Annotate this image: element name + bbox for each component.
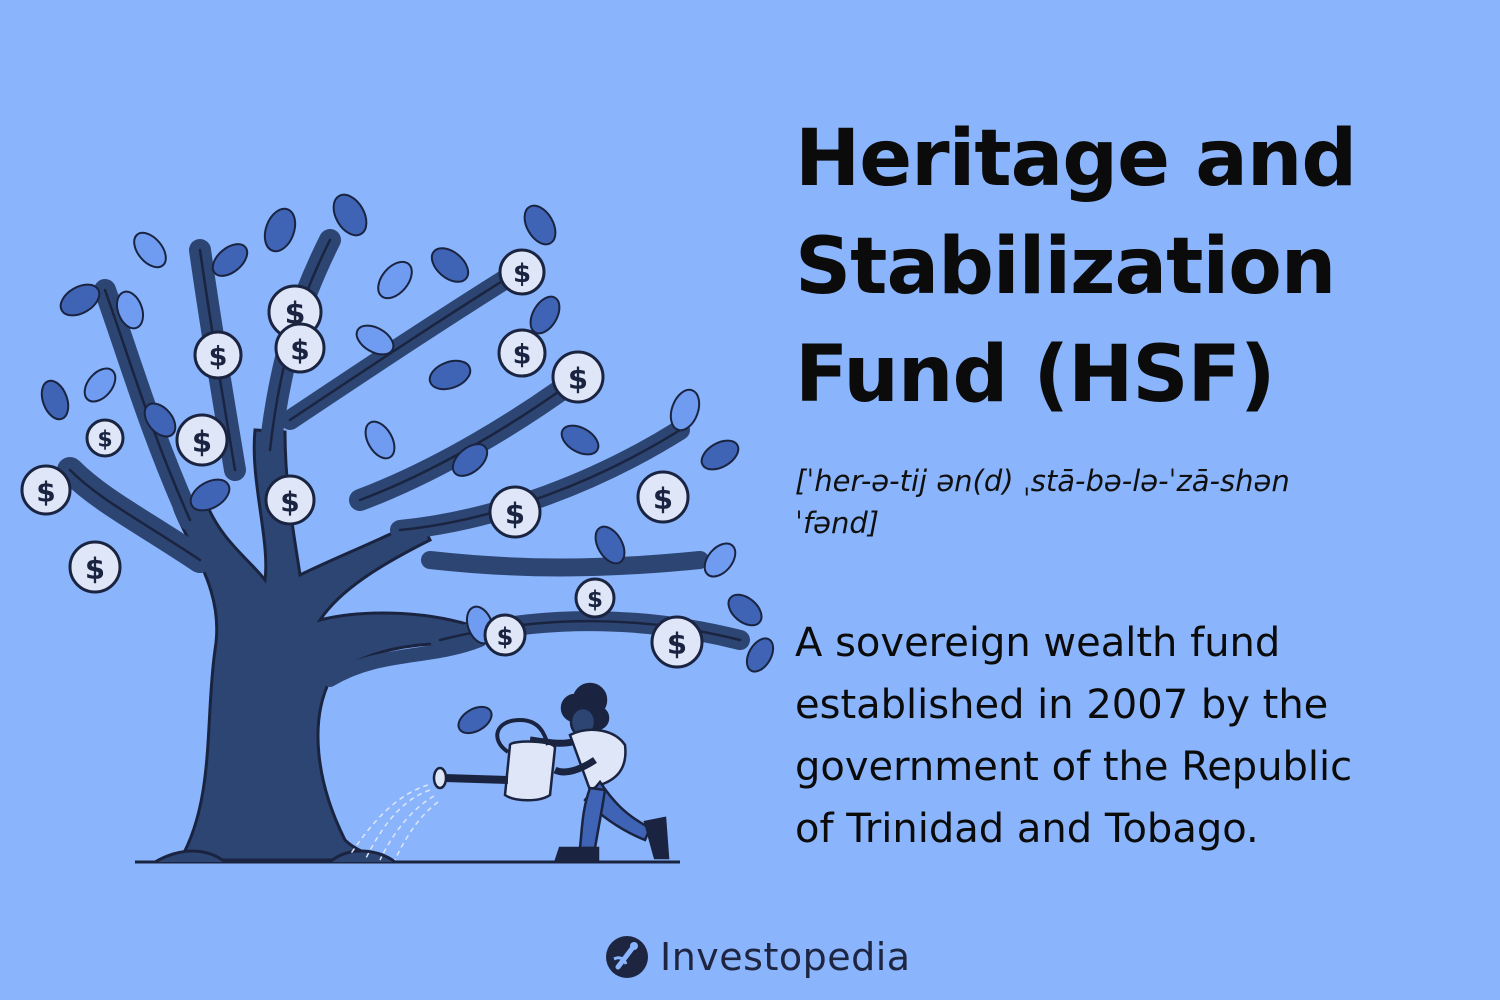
dollar-sign-icon: $ [97,428,112,453]
dollar-sign-icon: $ [513,340,532,371]
coin: $ [650,615,704,669]
definition-text: A sovereign wealth fund established in 2… [795,612,1485,860]
coin: $ [274,322,326,374]
coin: $ [68,540,122,594]
title-line: Fund (HSF) [795,330,1275,420]
coin: $ [551,350,605,404]
dollar-sign-icon: $ [568,362,588,396]
leaves [40,193,775,735]
tree [57,229,750,864]
coin: $ [574,577,616,619]
coin: $ [20,464,72,516]
money-tree-illustration: $ $ $ $ $ $ $ $ $ $ $ $ $ $ $ $ [20,193,775,864]
coin: $ [498,248,546,296]
coin: $ [85,418,125,458]
pronunciation-line: ˈfənd] [795,506,880,540]
investopedia-logo-icon [606,936,648,978]
dollar-sign-icon: $ [209,342,228,373]
title-line: Heritage and [795,114,1357,204]
coin: $ [636,470,690,524]
dollar-sign-icon: $ [505,497,525,531]
definition-line: government of the Republic [795,744,1353,790]
coin: $ [488,485,542,539]
brand-name: Investopedia [660,935,911,979]
coins: $ $ $ $ $ $ $ $ $ $ $ $ $ $ $ $ [20,248,704,669]
dollar-sign-icon: $ [85,552,105,586]
dollar-sign-icon: $ [192,425,212,459]
dollar-sign-icon: $ [667,627,687,661]
water-stream [349,784,439,861]
definition-line: of Trinidad and Tobago. [795,806,1259,852]
dollar-sign-icon: $ [497,623,514,651]
dollar-sign-icon: $ [513,259,531,289]
brand-logo: Investopedia [604,930,911,984]
coin: $ [264,474,316,526]
dollar-sign-icon: $ [587,587,603,613]
coin: $ [193,330,243,380]
tree-roots [154,849,396,864]
title-line: Stabilization [795,222,1336,312]
person-watering [349,682,670,862]
dollar-sign-icon: $ [280,486,299,519]
pronunciation: [ˈher-ə-tij ən(d) ˌstā-bə-lə-ˈzā-shən ˈf… [795,460,1435,544]
definition-line: established in 2007 by the [795,682,1329,728]
pronunciation-line: [ˈher-ə-tij ən(d) ˌstā-bə-lə-ˈzā-shən [795,464,1290,498]
page-title: Heritage and Stabilization Fund (HSF) [795,105,1475,429]
coin: $ [497,328,547,378]
coin: $ [175,413,229,467]
dollar-sign-icon: $ [653,482,673,516]
coin: $ [483,613,527,657]
dollar-sign-icon: $ [36,476,55,509]
dollar-sign-icon: $ [290,334,309,367]
definition-line: A sovereign wealth fund [795,620,1281,666]
